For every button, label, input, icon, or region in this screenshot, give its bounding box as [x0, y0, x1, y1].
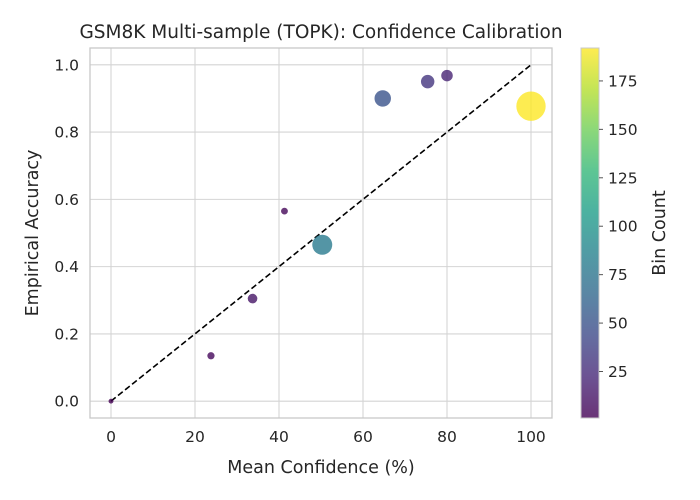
- y-axis-label: Empirical Accuracy: [23, 150, 43, 317]
- scatter-point: [207, 352, 215, 360]
- y-tick-label: 0.8: [54, 124, 79, 142]
- scatter-point: [281, 207, 288, 215]
- x-tick-label: 100: [516, 428, 546, 446]
- colorbar-ticks: 25 50 75 100 125 150 175: [599, 72, 638, 381]
- scatter-points: [108, 69, 546, 404]
- scatter-point: [441, 69, 453, 82]
- colorbar-tick-label: 125: [608, 169, 638, 187]
- y-tick-label: 1.0: [54, 56, 79, 74]
- reference-line-group: [110, 64, 532, 402]
- x-tick-label: 20: [185, 428, 205, 446]
- y-tick-label: 0.0: [54, 393, 79, 411]
- x-tick-label: 60: [353, 428, 373, 446]
- scatter-point: [247, 293, 258, 304]
- y-tick-label: 0.4: [54, 258, 79, 276]
- gridlines: [90, 48, 552, 418]
- y-tick-label: 0.2: [54, 325, 79, 343]
- colorbar-tick-label: 25: [608, 363, 628, 381]
- perfect-calibration-line: [110, 64, 532, 402]
- colorbar-label: Bin Count: [650, 190, 670, 276]
- colorbar-tick-label: 50: [608, 315, 628, 333]
- x-tick-label: 0: [106, 428, 116, 446]
- scatter-point: [420, 74, 435, 89]
- x-axis-label: Mean Confidence (%): [227, 458, 414, 478]
- y-tick-labels: 0.0 0.2 0.4 0.6 0.8 1.0: [54, 56, 79, 410]
- colorbar-tick-label: 150: [608, 121, 638, 139]
- x-tick-label: 40: [269, 428, 289, 446]
- x-tick-label: 80: [437, 428, 457, 446]
- colorbar: [580, 47, 600, 419]
- colorbar-tick-label: 100: [608, 218, 638, 236]
- colorbar-tick-label: 75: [608, 266, 628, 284]
- chart-title: GSM8K Multi-sample (TOPK): Confidence Ca…: [79, 22, 562, 43]
- scatter-point: [374, 90, 391, 107]
- scatter-point: [108, 398, 114, 404]
- plot-frame: [89, 47, 553, 419]
- scatter-point: [312, 234, 333, 255]
- colorbar-tick-label: 175: [608, 72, 638, 90]
- y-tick-label: 0.6: [54, 191, 79, 209]
- x-tick-labels: 0 20 40 60 80 100: [106, 428, 546, 446]
- scatter-point: [516, 91, 546, 121]
